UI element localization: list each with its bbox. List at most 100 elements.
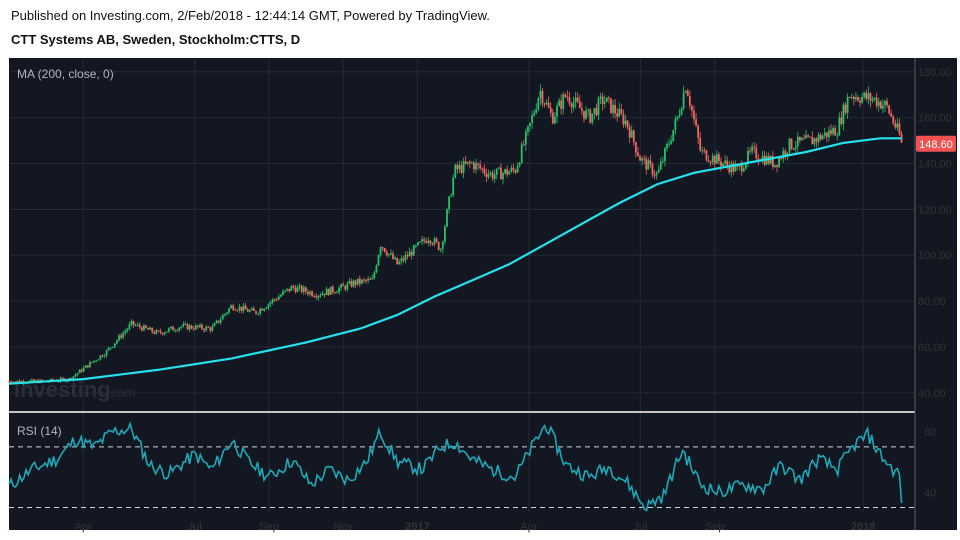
candle-body: [450, 195, 453, 197]
candle-body: [207, 326, 210, 328]
candle-body: [645, 158, 648, 170]
candle-body: [134, 325, 137, 327]
candle-body: [836, 135, 839, 137]
candle-body: [778, 157, 780, 167]
candle-body: [91, 362, 93, 364]
candle-body: [138, 324, 141, 328]
grid: [9, 58, 915, 512]
candle-body: [473, 162, 475, 170]
candle-body: [699, 137, 702, 151]
candle-body: [292, 286, 295, 288]
candle-body: [294, 287, 297, 293]
candle-body: [659, 161, 662, 170]
candle-body: [288, 288, 291, 292]
candle-body: [253, 308, 255, 311]
candle-body: [390, 253, 392, 255]
candle-body: [813, 138, 816, 145]
candle-body: [871, 99, 874, 101]
candle-body: [103, 355, 106, 357]
candle-body: [356, 278, 359, 285]
candle-body: [10, 381, 12, 383]
candle-body: [510, 167, 513, 172]
candle-body: [313, 295, 316, 297]
rsi-tick-label: 40: [924, 487, 936, 499]
candle-body: [234, 309, 237, 311]
candle-body: [728, 165, 731, 173]
candle-body: [703, 150, 706, 152]
candle-body: [400, 258, 403, 262]
candle-body: [182, 324, 185, 327]
candle-body: [632, 130, 635, 143]
candle-body: [751, 146, 754, 152]
candle-body: [489, 172, 492, 175]
candle-body: [531, 115, 533, 123]
candle-body: [439, 249, 442, 251]
candle-body: [828, 130, 830, 138]
candle-body: [192, 328, 195, 330]
candle-body: [130, 320, 133, 325]
candle-body: [392, 253, 394, 259]
candle-body: [508, 171, 511, 175]
candle-body: [861, 97, 864, 103]
candle-body: [807, 135, 810, 137]
candle-body: [116, 340, 118, 344]
candle-body: [269, 302, 272, 305]
candle-body: [842, 104, 845, 124]
candle-body: [161, 332, 164, 335]
candle-body: [888, 105, 891, 114]
candle-body: [78, 369, 81, 374]
candle-body: [881, 105, 884, 109]
candle-body: [537, 98, 540, 110]
candle-body: [620, 108, 623, 114]
candle-body: [248, 310, 251, 312]
candle-body: [97, 359, 100, 361]
candle-body: [603, 101, 606, 104]
candle-body: [373, 272, 376, 279]
candle-body: [527, 126, 529, 132]
candle-body: [825, 132, 828, 138]
candle-body: [653, 174, 656, 176]
candle-body: [755, 147, 758, 159]
candle-body: [219, 319, 222, 323]
candle-body: [612, 104, 614, 113]
candle-body: [209, 327, 212, 331]
candle-body: [491, 172, 494, 179]
price-tick-label: 180.00: [918, 67, 952, 79]
candle-body: [726, 160, 729, 166]
candle-body: [329, 286, 332, 295]
candle-body: [377, 255, 380, 266]
candle-body: [205, 326, 208, 331]
candle-body: [153, 332, 156, 334]
candle-body: [724, 160, 727, 164]
candle-body: [383, 247, 386, 253]
candle-body: [246, 309, 249, 312]
candle-body: [194, 325, 197, 330]
rsi-reference-lines: [9, 446, 915, 508]
candle-body: [348, 281, 351, 284]
candle-body: [394, 257, 396, 259]
candle-body: [896, 123, 899, 128]
candle-body: [715, 154, 718, 164]
ma-indicator-label: MA (200, close, 0): [17, 67, 114, 81]
candle-body: [113, 343, 116, 347]
candle-body: [707, 160, 710, 162]
candle-body: [898, 123, 901, 134]
time-axis: Apr Jul Sep Nov 2017 Apr Jul Sep 2018: [75, 521, 876, 533]
candle-body: [72, 376, 75, 380]
candle-body: [771, 156, 774, 167]
candle-body: [481, 168, 484, 170]
candle-body: [16, 380, 19, 382]
candle-body: [379, 247, 382, 256]
candle-body: [776, 164, 778, 167]
candle-body: [240, 306, 243, 311]
candle-body: [456, 164, 459, 170]
candle-body: [711, 155, 714, 163]
candle-body: [101, 355, 104, 357]
candle-body: [174, 330, 176, 332]
candle-body: [317, 295, 320, 298]
candle-body: [170, 326, 172, 329]
candle-body: [333, 292, 336, 294]
candle-body: [811, 137, 814, 145]
candle-body: [556, 106, 558, 117]
